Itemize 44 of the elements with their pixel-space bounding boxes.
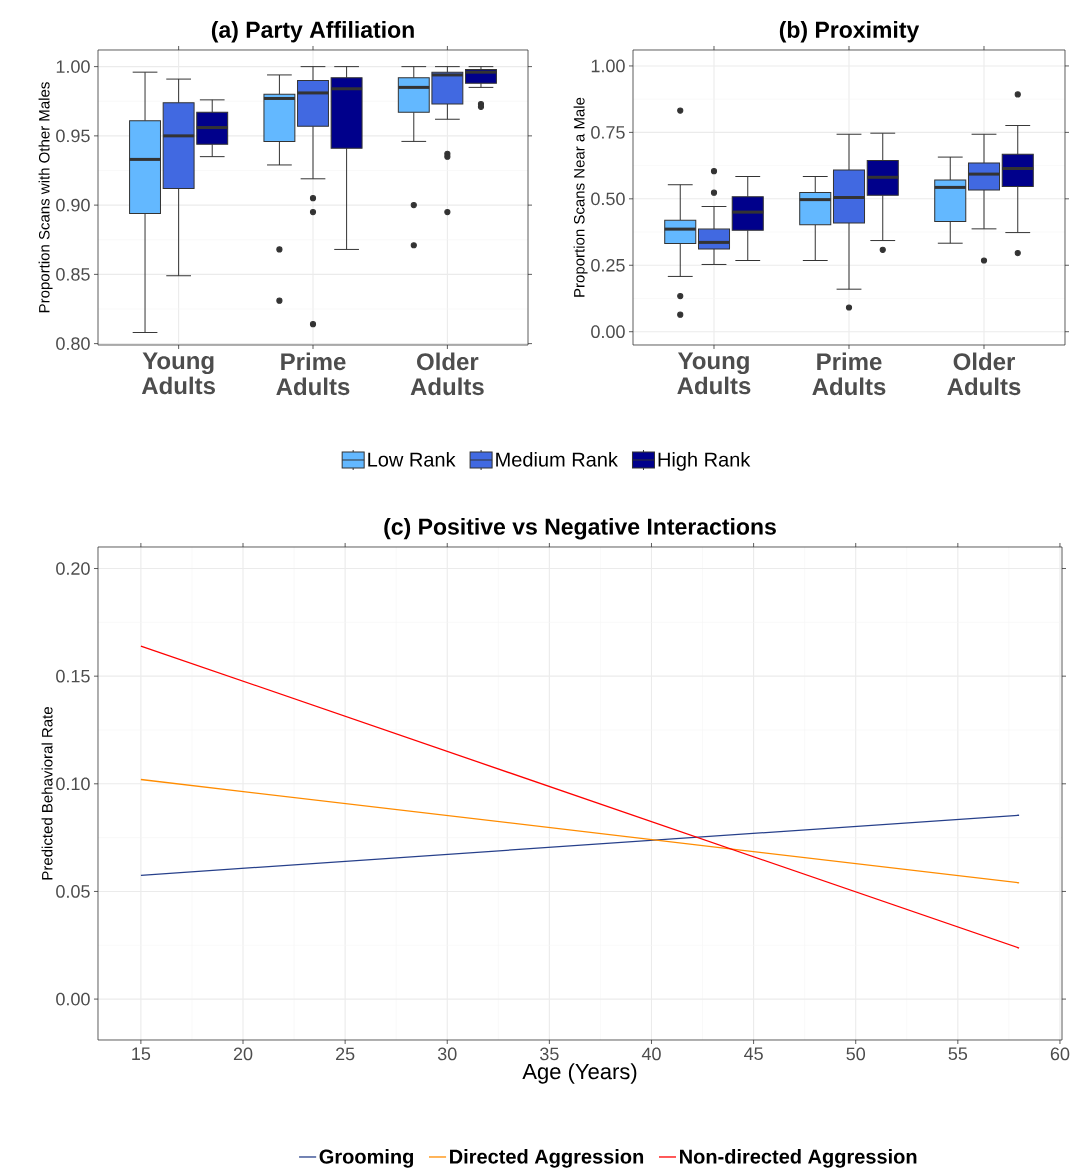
x-tick-label: Older Adults bbox=[410, 352, 484, 396]
legend-label: Grooming bbox=[319, 1148, 414, 1168]
x-tick-label: 25 bbox=[336, 1047, 355, 1061]
y-tick-label: 0.90 bbox=[56, 198, 90, 212]
legend-label: Directed Aggression bbox=[450, 1148, 644, 1168]
y-axis-title: Proportion Scans with Other Males bbox=[38, 82, 53, 313]
y-axis-title: Predicted Behavioral Rate bbox=[41, 707, 53, 880]
y-tick-label: 1.00 bbox=[591, 59, 625, 73]
y-tick-label: 0.80 bbox=[56, 337, 90, 350]
y-tick-label: 0.10 bbox=[56, 777, 90, 791]
x-tick-label: 15 bbox=[132, 1047, 151, 1061]
legend-label: Low Rank bbox=[368, 451, 456, 467]
x-tick-label: Young Adults bbox=[141, 352, 215, 395]
y-tick-label: 0.15 bbox=[56, 669, 90, 683]
y-tick-label: 0.00 bbox=[56, 992, 90, 1006]
x-axis-title: Age (Years) bbox=[522, 1063, 637, 1084]
y-axis-title: Proportion Scans Near a Male bbox=[573, 97, 588, 297]
x-tick-label: Prime Adults bbox=[276, 352, 350, 396]
chart-title: (a) Party Affiliation bbox=[211, 21, 414, 43]
y-tick-label: 0.50 bbox=[591, 192, 625, 206]
legend-label: High Rank bbox=[658, 451, 751, 471]
y-tick-label: 0.25 bbox=[591, 258, 625, 272]
y-tick-label: 0.20 bbox=[56, 562, 90, 575]
y-tick-label: 0.75 bbox=[591, 126, 625, 139]
chart-title: (c) Positive vs Negative Interactions bbox=[384, 517, 776, 540]
y-tick-label: 0.00 bbox=[591, 325, 625, 339]
x-tick-label: Older Adults bbox=[947, 352, 1021, 396]
x-tick-label: 30 bbox=[437, 1047, 457, 1061]
x-tick-label: 45 bbox=[744, 1047, 763, 1061]
x-tick-label: 55 bbox=[948, 1047, 968, 1061]
x-tick-label: Young Adults bbox=[677, 352, 751, 395]
y-tick-label: 1.00 bbox=[56, 60, 90, 73]
x-tick-label: Prime Adults bbox=[812, 352, 886, 396]
legend-label: Medium Rank bbox=[496, 451, 618, 467]
y-tick-label: 0.95 bbox=[56, 129, 90, 143]
y-tick-label: 0.05 bbox=[56, 885, 90, 898]
legend-label: Non-directed Aggression bbox=[680, 1148, 917, 1168]
x-tick-label: 40 bbox=[641, 1047, 661, 1061]
x-tick-label: 60 bbox=[1050, 1047, 1070, 1061]
x-tick-label: 20 bbox=[233, 1047, 253, 1061]
y-tick-label: 0.85 bbox=[56, 267, 90, 281]
x-tick-label: 35 bbox=[540, 1047, 559, 1061]
chart-title: (b) Proximity bbox=[779, 21, 920, 43]
x-tick-label: 50 bbox=[846, 1047, 866, 1061]
